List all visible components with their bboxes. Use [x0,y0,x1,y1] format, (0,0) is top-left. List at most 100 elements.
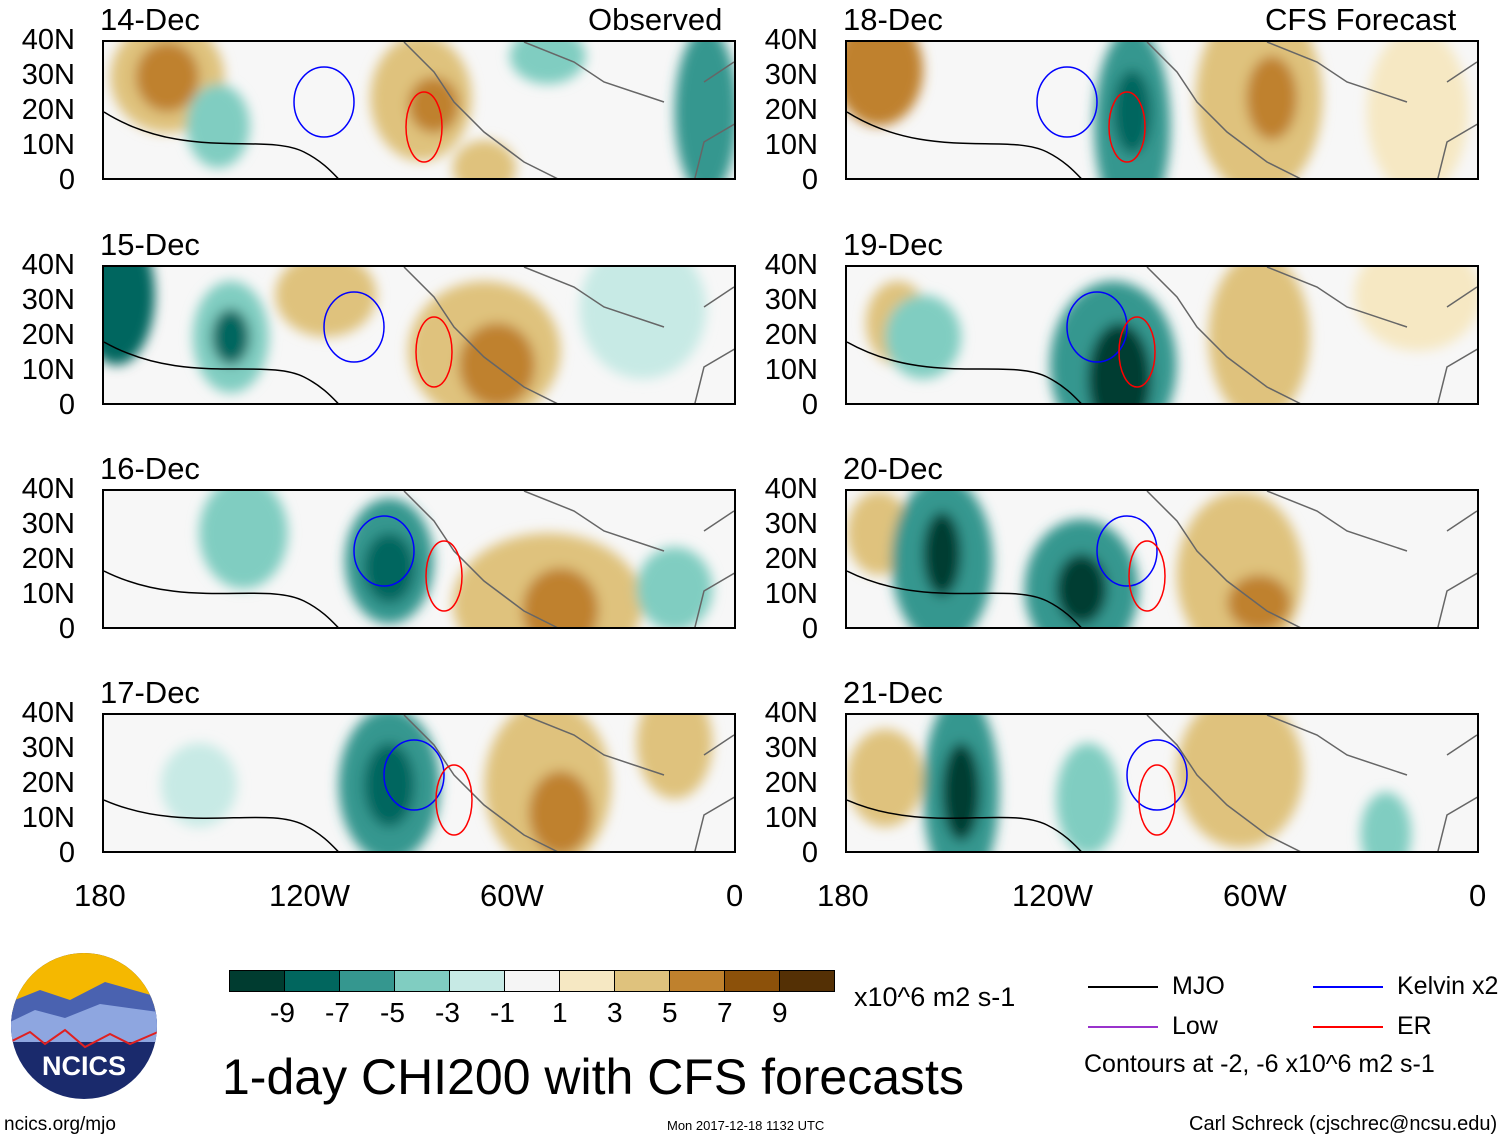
mjo-contour [847,570,1082,627]
legend-line [1313,986,1383,988]
er-contour [1128,540,1166,612]
latitude-label: 30N [21,732,75,764]
colorbar-tick-label: 5 [662,997,678,1028]
anomaly-area [452,140,517,178]
colorbar-tick-label: 9 [772,997,788,1028]
coastline [403,42,734,178]
footer-author: Carl Schreck (cjschrec@ncsu.edu) [1189,1113,1498,1135]
anomaly-area [1113,70,1152,154]
forecast-label: CFS Forecast [1265,2,1457,37]
longitude-label: 60W [1223,878,1287,913]
anomaly-area [459,323,536,403]
longitude-label: 180 [74,878,126,913]
panel-date-label: 17-Dec [100,675,200,710]
colorbar-tick-label: -1 [490,997,515,1028]
kelvin-contour [353,515,415,587]
longitude-label: 60W [480,878,544,913]
coastline [403,267,734,403]
anomaly-area [104,267,155,365]
latitude-label: 40N [21,249,75,281]
colorbar-swatch [284,970,340,992]
er-contour [1118,316,1156,388]
anomaly-area [847,42,924,126]
coastline [1146,267,1477,403]
mjo-contour [847,341,1082,403]
colorbar-swatch [669,970,725,992]
latitude-label: 30N [764,508,818,540]
anomaly-area [199,491,288,589]
mjo-contour [104,799,339,851]
latitude-label: 30N [764,284,818,316]
colorbar-swatch [449,970,505,992]
latitude-label: 20N [21,543,75,575]
coastline [403,715,734,851]
legend-label: ER [1397,1012,1432,1040]
latitude-label: 0 [58,837,75,869]
anomaly-area [1056,554,1107,624]
colorbar-tick-label: -7 [325,997,350,1028]
anomaly-area [1208,267,1310,403]
longitude-label: 180 [817,878,869,913]
coastline [1146,715,1477,851]
latitude-label: 40N [764,473,818,505]
kelvin-contour [1066,291,1128,363]
colorbar-units: x10^6 m2 s-1 [854,982,1016,1012]
latitude-label: 20N [21,319,75,351]
map-panel [102,265,736,405]
colorbar-tick-label: -3 [435,997,460,1028]
colorbar-tick-label: 1 [552,997,568,1028]
map-panel [845,713,1479,853]
kelvin-contour [1126,739,1188,811]
kelvin-contour [383,739,445,811]
colorbar-swatch [779,970,835,992]
anomaly-area [942,743,981,841]
latitude-label: 10N [764,129,818,161]
anomaly-area [847,729,924,827]
er-contour [1108,91,1146,163]
anomaly-area [1354,267,1477,351]
legend-line [1313,1026,1383,1028]
anomaly-area [1366,42,1469,178]
kelvin-contour [1036,66,1098,138]
footer-url[interactable]: ncics.org/mjo [4,1114,116,1135]
figure-title: 1-day CHI200 with CFS forecasts [222,1049,964,1105]
er-contour [405,91,443,163]
legend-label: MJO [1172,972,1225,1000]
contours-note: Contours at -2, -6 x10^6 m2 s-1 [1084,1050,1435,1078]
panel-date-label: 21-Dec [843,675,943,710]
latitude-label: 40N [21,473,75,505]
anomaly-area [509,42,586,84]
latitude-label: 10N [21,129,75,161]
anomaly-area [186,84,250,168]
legend-line [1088,986,1158,988]
colorbar-swatch [394,970,450,992]
latitude-label: 40N [21,24,75,56]
latitude-label: 10N [21,354,75,386]
latitude-label: 0 [58,164,75,196]
kelvin-contour [293,66,355,138]
anomaly-area [408,77,460,133]
panel-date-label: 14-Dec [100,2,200,37]
anomaly-area [636,547,713,627]
anomaly-area [1246,56,1298,140]
anomaly-area [674,42,734,178]
legend-label: Kelvin x2 [1397,972,1499,1000]
map-panel [845,489,1479,629]
latitude-label: 30N [21,508,75,540]
kelvin-contour [323,291,385,363]
anomaly-area [363,743,415,827]
colorbar-swatch [724,970,780,992]
coastline [1146,42,1477,178]
map-panel [102,40,736,180]
latitude-label: 0 [58,389,75,421]
coastline [1146,491,1477,627]
colorbar-tick-label: 7 [717,997,733,1028]
latitude-label: 20N [764,543,818,575]
panel-date-label: 19-Dec [843,227,943,262]
anomaly-area [636,715,713,799]
latitude-label: 20N [21,94,75,126]
latitude-label: 30N [21,59,75,91]
latitude-label: 30N [764,59,818,91]
longitude-label: 120W [269,878,350,913]
